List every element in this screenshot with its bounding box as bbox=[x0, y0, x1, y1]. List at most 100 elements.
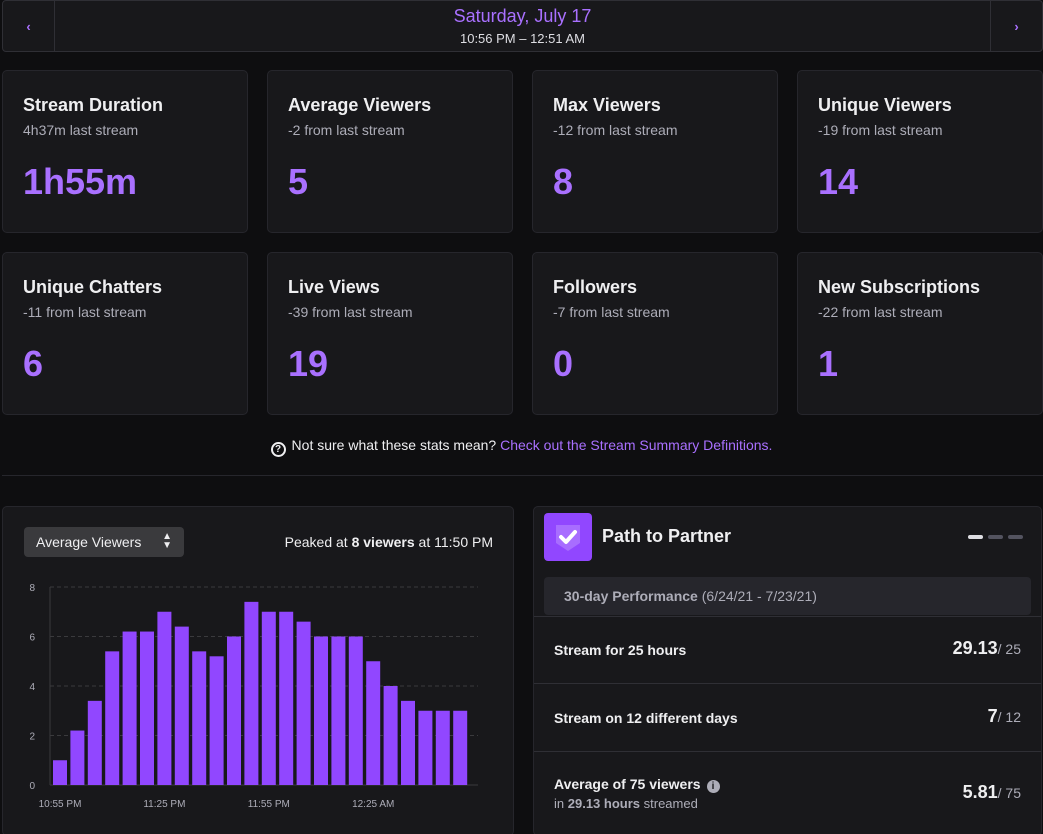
peak-prefix: Peaked at bbox=[284, 534, 348, 550]
chart-bar bbox=[209, 656, 224, 785]
stat-comparison: -11 from last stream bbox=[23, 304, 147, 320]
goal-label: Average of 75 viewers i bbox=[554, 776, 720, 793]
stat-title: Stream Duration bbox=[23, 95, 164, 115]
stat-value: 0 bbox=[553, 343, 574, 384]
goal-label-text: Average of 75 viewers bbox=[554, 776, 701, 792]
goal-target: / 75 bbox=[997, 785, 1021, 801]
chart-bar bbox=[140, 631, 154, 785]
chevron-left-icon: ‹ bbox=[26, 18, 31, 34]
chart-bar bbox=[348, 636, 363, 785]
y-tick-label: 8 bbox=[29, 583, 35, 594]
goal-label: Stream on 12 different days bbox=[554, 710, 738, 726]
goal-sub: in 29.13 hours streamed bbox=[554, 796, 698, 811]
stream-summary-definitions-link[interactable]: Check out the Stream Summary Definitions… bbox=[500, 437, 773, 453]
y-tick-label: 0 bbox=[29, 781, 35, 792]
stat-comparison: -7 from last stream bbox=[553, 304, 670, 320]
chart-bar bbox=[418, 710, 433, 785]
stat-title: Followers bbox=[553, 277, 638, 297]
stat-card-average-viewers: Average Viewers -2 from last stream 5 bbox=[267, 70, 513, 233]
stream-date: Saturday, July 17 bbox=[453, 6, 592, 26]
chart-bar bbox=[401, 700, 415, 785]
stat-comparison: -2 from last stream bbox=[288, 122, 405, 138]
stat-card-unique-chatters: Unique Chatters -11 from last stream 6 bbox=[2, 252, 248, 415]
pager-dot-2[interactable] bbox=[988, 535, 1003, 539]
pager-dot-1[interactable] bbox=[968, 535, 983, 539]
partner-title: Path to Partner bbox=[602, 526, 732, 546]
next-stream-button[interactable]: › bbox=[990, 1, 1042, 51]
chart-bar bbox=[192, 651, 207, 785]
stat-title: Unique Chatters bbox=[23, 277, 163, 297]
goal-value: 29.13 bbox=[952, 638, 998, 658]
chart-bar bbox=[174, 626, 189, 785]
average-viewers-bar-chart: 0 2 4 6 8 10:55 PM 11:25 PM 11:55 PM 12:25 AM bbox=[29, 583, 478, 810]
x-tick-label: 11:25 PM bbox=[143, 799, 185, 810]
chart-bar bbox=[227, 636, 241, 785]
x-tick-label: 12:25 AM bbox=[352, 799, 394, 810]
goal-progress: 7/ 12 bbox=[988, 706, 1021, 727]
stat-card-unique-viewers: Unique Viewers -19 from last stream 14 bbox=[797, 70, 1043, 233]
performance-range: (6/24/21 - 7/23/21) bbox=[701, 588, 817, 604]
peak-suffix: at 11:50 PM bbox=[418, 534, 493, 550]
previous-stream-button[interactable]: ‹ bbox=[3, 1, 55, 51]
goal-label: Stream for 25 hours bbox=[554, 642, 687, 658]
stat-comparison: -39 from last stream bbox=[288, 304, 413, 320]
info-icon[interactable]: i bbox=[706, 780, 720, 793]
chart-bar bbox=[331, 636, 346, 785]
help-text: Not sure what these stats mean? bbox=[291, 437, 497, 453]
stat-title: Max Viewers bbox=[553, 95, 661, 115]
goal-value: 7 bbox=[987, 706, 998, 726]
chart-bar bbox=[261, 611, 276, 785]
stat-comparison: -22 from last stream bbox=[818, 304, 943, 320]
performance-label: 30-day Performance bbox=[564, 588, 698, 604]
stat-card-max-viewers: Max Viewers -12 from last stream 8 bbox=[532, 70, 778, 233]
chart-bar bbox=[279, 611, 294, 785]
stat-value: 5 bbox=[288, 161, 309, 202]
goal-row-days: Stream on 12 different days 7/ 12 bbox=[534, 683, 1041, 750]
metric-select[interactable]: Average Viewers ▲ ▼ bbox=[24, 527, 184, 557]
goal-row-viewers: Average of 75 viewers i in 29.13 hours st… bbox=[534, 751, 1041, 834]
stat-title: New Subscriptions bbox=[818, 277, 981, 297]
chart-bar bbox=[366, 661, 381, 785]
metric-select-value: Average Viewers bbox=[36, 534, 142, 550]
carousel-pager bbox=[968, 535, 1023, 539]
stats-help-line: ? Not sure what these stats mean? Check o… bbox=[0, 437, 1043, 457]
y-tick-label: 6 bbox=[29, 633, 35, 644]
chart-bar bbox=[383, 686, 398, 785]
goal-progress: 29.13/ 25 bbox=[953, 638, 1021, 659]
goal-sub-post: streamed bbox=[643, 796, 698, 811]
chart-bar bbox=[244, 601, 259, 785]
goal-value: 5.81 bbox=[962, 782, 998, 802]
peak-summary: Peaked at 8 viewers at 11:50 PM bbox=[285, 534, 493, 550]
stat-card-new-subscriptions: New Subscriptions -22 from last stream 1 bbox=[797, 252, 1043, 415]
chevron-right-icon: › bbox=[1014, 18, 1019, 34]
goal-sub-pre: in bbox=[554, 796, 565, 811]
stat-card-followers: Followers -7 from last stream 0 bbox=[532, 252, 778, 415]
path-to-partner-panel: Path to Partner 30-day Performance (6/24… bbox=[533, 506, 1042, 834]
pager-dot-3[interactable] bbox=[1008, 535, 1023, 539]
goal-sub-bold: 29.13 hours bbox=[567, 796, 641, 811]
performance-period: 30-day Performance (6/24/21 - 7/23/21) bbox=[544, 577, 1031, 615]
stat-comparison: -12 from last stream bbox=[553, 122, 678, 138]
chart-bar bbox=[122, 631, 137, 785]
goal-row-hours: Stream for 25 hours 29.13/ 25 bbox=[534, 616, 1041, 683]
goal-target: / 12 bbox=[997, 709, 1021, 725]
stat-card-live-views: Live Views -39 from last stream 19 bbox=[267, 252, 513, 415]
stat-title: Average Viewers bbox=[288, 95, 432, 115]
x-tick-label: 11:55 PM bbox=[248, 799, 290, 810]
date-navigation-bar: ‹ Saturday, July 17 10:56 PM – 12:51 AM … bbox=[2, 0, 1043, 52]
chart-bar bbox=[70, 730, 85, 785]
y-tick-label: 4 bbox=[29, 682, 35, 693]
chart-bar bbox=[105, 651, 120, 785]
stat-comparison: 4h37m last stream bbox=[23, 122, 139, 138]
stat-value: 1h55m bbox=[23, 161, 138, 202]
chevron-up-down-icon: ▲ ▼ bbox=[162, 531, 172, 551]
stat-title: Unique Viewers bbox=[818, 95, 952, 115]
chart-bar bbox=[53, 760, 67, 785]
y-tick-label: 2 bbox=[29, 732, 35, 743]
peak-value: 8 viewers bbox=[351, 534, 415, 550]
stat-value: 19 bbox=[288, 343, 329, 384]
goal-progress: 5.81/ 75 bbox=[963, 782, 1021, 803]
stat-title: Live Views bbox=[288, 277, 380, 297]
stat-value: 8 bbox=[553, 161, 574, 202]
chart-bar bbox=[435, 710, 450, 785]
